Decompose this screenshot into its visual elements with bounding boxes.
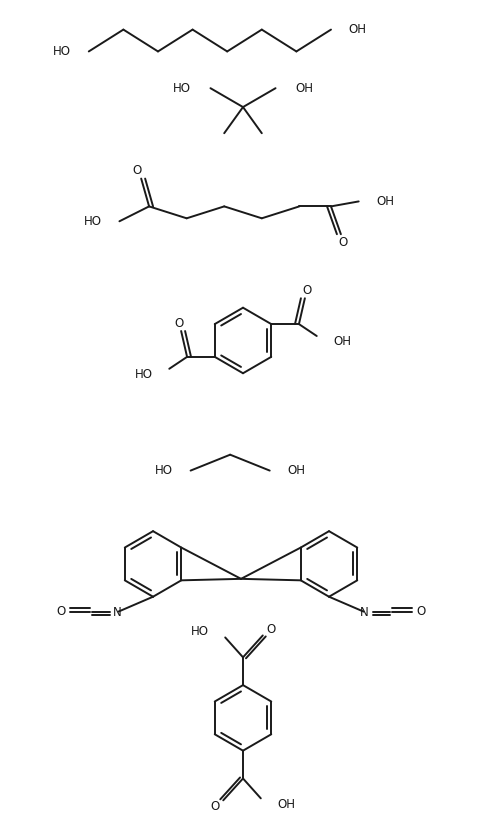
Text: OH: OH bbox=[287, 464, 305, 477]
Text: HO: HO bbox=[155, 464, 173, 477]
Text: O: O bbox=[266, 623, 275, 636]
Text: HO: HO bbox=[84, 215, 102, 228]
Text: HO: HO bbox=[134, 369, 152, 381]
Text: HO: HO bbox=[53, 45, 71, 58]
Text: OH: OH bbox=[278, 798, 296, 811]
Text: OH: OH bbox=[376, 195, 394, 208]
Text: O: O bbox=[416, 605, 426, 618]
Text: O: O bbox=[132, 164, 142, 177]
Text: N: N bbox=[113, 606, 122, 619]
Text: O: O bbox=[174, 317, 184, 329]
Text: O: O bbox=[211, 800, 220, 812]
Text: HO: HO bbox=[173, 82, 191, 95]
Text: O: O bbox=[56, 605, 66, 618]
Text: N: N bbox=[360, 606, 369, 619]
Text: OH: OH bbox=[295, 82, 313, 95]
Text: OH: OH bbox=[349, 23, 367, 36]
Text: HO: HO bbox=[190, 625, 208, 638]
Text: O: O bbox=[302, 284, 312, 296]
Text: O: O bbox=[338, 236, 348, 249]
Text: OH: OH bbox=[334, 336, 352, 348]
